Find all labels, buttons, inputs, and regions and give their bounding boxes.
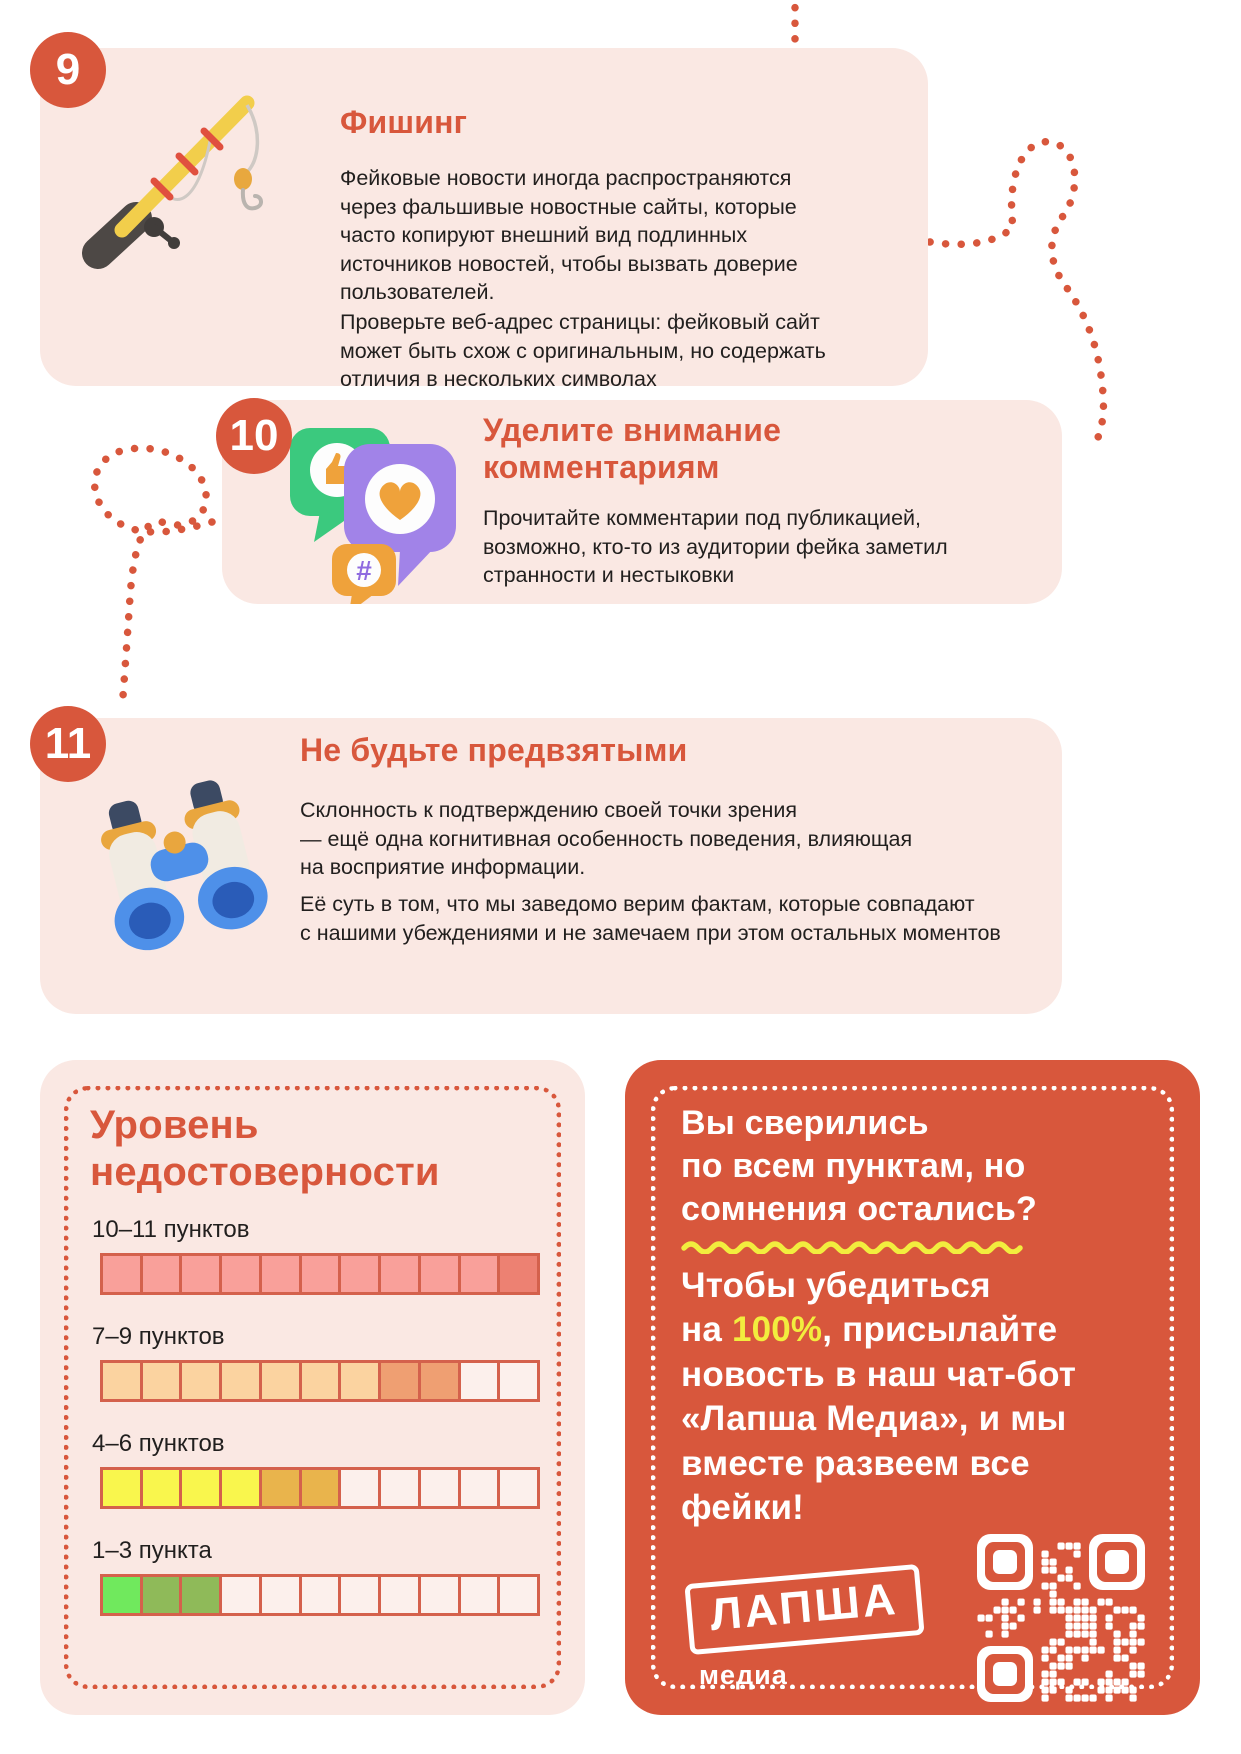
qr-code: [977, 1534, 1145, 1702]
scale-cell-filled: [338, 1253, 382, 1295]
heart-icon: [379, 482, 421, 520]
scale-cell-filled: [179, 1360, 223, 1402]
scale-row-2: 7–9 пунктов: [90, 1323, 550, 1402]
scale-cell-empty: [417, 1574, 461, 1616]
scale-cell-filled: [338, 1360, 382, 1402]
scale-cell-empty: [417, 1467, 461, 1509]
scale-row-label: 4–6 пунктов: [92, 1430, 225, 1457]
scale-cell-empty: [457, 1360, 501, 1402]
scale-cell-filled: [100, 1574, 143, 1616]
scale-cell-filled: [258, 1253, 302, 1295]
scale-bar: [100, 1574, 541, 1616]
scale-cell-filled: [139, 1360, 183, 1402]
scale-cell-filled: [378, 1360, 421, 1402]
scale-cell-filled: [100, 1253, 143, 1295]
section-9-paragraph-1: Фейковые новости иногда распространяются…: [340, 166, 798, 305]
step-10-badge: 10: [216, 398, 292, 474]
scale-bar: [100, 1467, 541, 1509]
scale-row-4: 1–3 пункта: [90, 1537, 550, 1616]
scale-cell-filled: [298, 1467, 342, 1509]
scale-row-1: 10–11 пунктов: [90, 1216, 550, 1295]
wavy-underline: [681, 1241, 1023, 1254]
dotted-loop-left: [91, 444, 216, 714]
scale-cell-empty: [298, 1574, 342, 1616]
section-10-card: # Уделите внимание комментариям Прочитай…: [222, 400, 1062, 604]
scale-dotted-frame: [64, 1086, 561, 1689]
cta-dotted-frame: [651, 1086, 1174, 1689]
scale-cell-filled: [258, 1467, 302, 1509]
step-11-badge: 11: [30, 706, 106, 782]
scale-cell-empty: [258, 1574, 302, 1616]
section-11-title: Не будьте предвзятыми: [300, 732, 688, 768]
scale-cell-empty: [338, 1574, 382, 1616]
scale-cell-filled: [219, 1467, 262, 1509]
social-reactions-illustration: #: [290, 428, 456, 604]
scale-cell-empty: [497, 1467, 541, 1509]
scale-cell-empty: [378, 1574, 421, 1616]
scale-cell-empty: [457, 1574, 501, 1616]
scale-cell-filled: [100, 1467, 143, 1509]
scale-cell-filled: [457, 1253, 501, 1295]
cta-body-highlight: 100%: [731, 1310, 823, 1350]
section-11-paragraph-1: Склонность к подтверждению своей точки з…: [300, 798, 913, 880]
reliability-scale-panel: Уровень недостоверности 10–11 пунктов 7–9…: [40, 1060, 585, 1715]
scale-cell-filled: [258, 1360, 302, 1402]
scale-cell-filled: [139, 1467, 183, 1509]
scale-cell-filled: [179, 1467, 223, 1509]
scale-row-3: 4–6 пунктов: [90, 1430, 550, 1509]
step-9-badge: 9: [30, 32, 106, 108]
cta-card: Вы сверились по всем пунктам, но сомнени…: [625, 1060, 1200, 1715]
hashtag-icon: #: [356, 555, 372, 586]
scale-cell-filled: [139, 1253, 183, 1295]
lapsha-media-logo-subtext: медиа: [699, 1660, 788, 1690]
scale-row-label: 10–11 пунктов: [92, 1216, 250, 1243]
scale-cell-filled: [378, 1253, 421, 1295]
section-9-paragraph-2: Проверьте веб-адрес страницы: фейковый с…: [340, 310, 826, 392]
cta-body: Чтобы убедиться на 100%, присылайте ново…: [681, 1264, 1076, 1531]
section-10-title: Уделите внимание комментариям: [483, 412, 782, 486]
section-11-paragraph-2: Её суть в том, что мы заведомо верим фак…: [300, 892, 1001, 945]
fishing-rod-illustration: [82, 95, 263, 269]
scale-cell-filled: [219, 1360, 262, 1402]
section-9-card: Фишинг Фейковые новости иногда распростр…: [40, 48, 928, 391]
scale-cell-empty: [457, 1467, 501, 1509]
scale-cell-empty: [497, 1360, 541, 1402]
cta-body-suffix: , присылайте новость в наш чат-бот «Лапш…: [681, 1310, 1077, 1528]
scale-cell-empty: [219, 1574, 262, 1616]
scale-title: Уровень недостоверности: [90, 1103, 440, 1195]
scale-cell-filled: [100, 1360, 143, 1402]
scale-cell-filled: [497, 1253, 541, 1295]
scale-row-label: 1–3 пункта: [92, 1537, 212, 1564]
scale-cell-filled: [417, 1360, 461, 1402]
scale-cell-empty: [497, 1574, 541, 1616]
binoculars-illustration: [101, 780, 268, 951]
cta-headline: Вы сверились по всем пунктам, но сомнени…: [681, 1104, 1038, 1228]
scale-cell-filled: [417, 1253, 461, 1295]
scale-cell-empty: [338, 1467, 382, 1509]
scale-cell-filled: [219, 1253, 262, 1295]
scale-cell-filled: [139, 1574, 183, 1616]
scale-cell-filled: [298, 1360, 342, 1402]
scale-bar: [100, 1360, 541, 1402]
scale-rows: 10–11 пунктов 7–9 пунктов 4–6 пунктов 1–3 п…: [90, 1216, 550, 1644]
scale-bar: [100, 1253, 541, 1295]
section-9-title: Фишинг: [340, 104, 468, 140]
scale-cell-filled: [298, 1253, 342, 1295]
section-11-card: Не будьте предвзятыми Склонность к подтв…: [40, 718, 1062, 1014]
cta-body-prefix: Чтобы убедиться на: [681, 1266, 991, 1350]
scale-cell-filled: [179, 1574, 223, 1616]
scale-cell-empty: [378, 1467, 421, 1509]
scale-cell-filled: [179, 1253, 223, 1295]
scale-row-label: 7–9 пунктов: [92, 1323, 225, 1350]
section-10-paragraph-1: Прочитайте комментарии под публикацией, …: [483, 506, 948, 588]
